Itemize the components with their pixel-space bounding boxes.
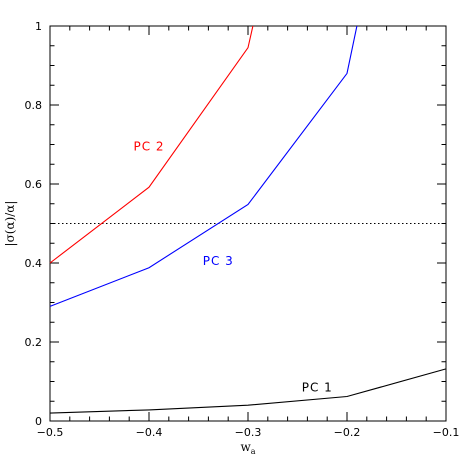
series-label-pc-2: PC 2 bbox=[133, 139, 164, 153]
series-labels: PC 1 PC 2 PC 3 bbox=[133, 139, 333, 394]
x-tick-label: −0.4 bbox=[136, 426, 163, 439]
x-tick-label: −0.5 bbox=[37, 426, 64, 439]
series-line-pc-2 bbox=[49, 25, 254, 264]
series-lines bbox=[49, 25, 447, 414]
series-line-pc-3 bbox=[49, 25, 358, 307]
tick-labels: −0.5 −0.4 −0.3 −0.2 −0.1 0 0.2 0.4 0.6 0.8 1 bbox=[25, 20, 460, 439]
series-label-pc-3: PC 3 bbox=[203, 254, 234, 268]
y-tick-label: 0.8 bbox=[25, 99, 43, 112]
axis-ticks bbox=[49, 25, 447, 422]
axis-titles: wa |σ(α)/α| bbox=[3, 201, 256, 456]
y-tick-label: 1 bbox=[35, 20, 42, 33]
y-tick-label: 0 bbox=[35, 415, 42, 428]
x-tick-label: −0.2 bbox=[334, 426, 361, 439]
y-tick-label: 0.6 bbox=[25, 178, 43, 191]
y-tick-label: 0.4 bbox=[25, 257, 43, 270]
series-label-pc-1: PC 1 bbox=[302, 380, 333, 394]
series-line-pc-1 bbox=[49, 368, 447, 414]
y-axis-title: |σ(α)/α| bbox=[3, 201, 17, 247]
y-tick-label: 0.2 bbox=[25, 336, 43, 349]
x-axis-title: wa bbox=[240, 440, 255, 456]
x-tick-label: −0.3 bbox=[235, 426, 262, 439]
x-tick-label: −0.1 bbox=[433, 426, 460, 439]
